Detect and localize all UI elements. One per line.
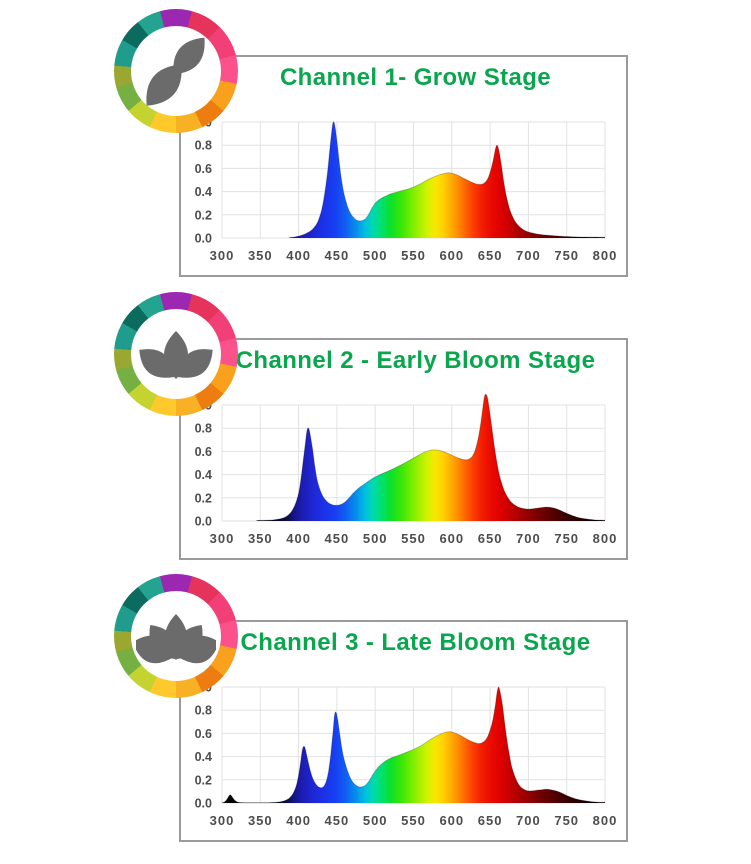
svg-text:400: 400 <box>286 248 311 263</box>
spectrum-plot-3: 300 350 400 450 500 550 600 650 700 750 800 0.0 0.2 0… <box>181 622 626 840</box>
chart-card-channel-2: Channel 2 - Early Bloom Stage 300 350 400 4… <box>179 338 628 560</box>
chart-card-channel-3: Channel 3 - Late Bloom Stage 300 350 400 45… <box>179 620 628 842</box>
svg-text:0.2: 0.2 <box>195 491 212 505</box>
svg-text:0.6: 0.6 <box>195 727 212 741</box>
grow-stage-badge <box>114 9 238 133</box>
svg-text:300: 300 <box>210 531 235 546</box>
svg-text:600: 600 <box>439 248 464 263</box>
svg-text:0.8: 0.8 <box>195 139 212 153</box>
flower-bud-icon <box>139 331 213 379</box>
chart-card-channel-1: Channel 1- Grow Stage 300 350 400 450 500 550… <box>179 55 628 277</box>
svg-text:500: 500 <box>363 813 388 828</box>
svg-text:300: 300 <box>210 248 235 263</box>
svg-text:800: 800 <box>593 248 618 263</box>
svg-text:700: 700 <box>516 813 541 828</box>
svg-text:400: 400 <box>286 531 311 546</box>
svg-text:0.0: 0.0 <box>195 797 212 811</box>
svg-text:450: 450 <box>325 248 350 263</box>
svg-text:0.4: 0.4 <box>195 750 212 764</box>
svg-text:450: 450 <box>325 531 350 546</box>
chart-title-channel-2: Channel 2 - Early Bloom Stage <box>235 347 596 374</box>
chart-title-channel-3: Channel 3 - Late Bloom Stage <box>240 629 591 656</box>
svg-text:750: 750 <box>554 531 579 546</box>
svg-text:600: 600 <box>439 813 464 828</box>
svg-text:550: 550 <box>401 531 426 546</box>
svg-text:0.4: 0.4 <box>195 468 212 482</box>
svg-text:650: 650 <box>478 531 503 546</box>
svg-text:700: 700 <box>516 248 541 263</box>
svg-text:0.8: 0.8 <box>195 704 212 718</box>
svg-text:750: 750 <box>554 813 579 828</box>
svg-text:650: 650 <box>478 813 503 828</box>
svg-text:0.6: 0.6 <box>195 445 212 459</box>
svg-text:0.4: 0.4 <box>195 185 212 199</box>
spectrum-plot-2: 300 350 400 450 500 550 600 650 700 750 800 0.0 0.2 0… <box>181 340 626 558</box>
svg-text:350: 350 <box>248 248 273 263</box>
svg-text:750: 750 <box>554 248 579 263</box>
svg-text:0.6: 0.6 <box>195 162 212 176</box>
svg-text:400: 400 <box>286 813 311 828</box>
spectrum-plot-1: 300 350 400 450 500 550 600 650 700 750 800 0.0 0.2 0… <box>181 57 626 275</box>
early-bloom-badge <box>114 292 238 416</box>
lotus-flower-icon <box>136 614 216 664</box>
seedling-leaves-icon <box>146 37 205 106</box>
svg-text:550: 550 <box>401 248 426 263</box>
svg-text:650: 650 <box>478 248 503 263</box>
svg-text:0.8: 0.8 <box>195 422 212 436</box>
svg-text:700: 700 <box>516 531 541 546</box>
late-bloom-badge <box>114 574 238 698</box>
svg-text:0.0: 0.0 <box>195 515 212 529</box>
svg-text:800: 800 <box>593 531 618 546</box>
svg-text:800: 800 <box>593 813 618 828</box>
svg-text:350: 350 <box>248 813 273 828</box>
svg-text:0.0: 0.0 <box>195 232 212 246</box>
svg-text:0.2: 0.2 <box>195 208 212 222</box>
svg-text:600: 600 <box>439 531 464 546</box>
svg-text:350: 350 <box>248 531 273 546</box>
svg-text:0.2: 0.2 <box>195 773 212 787</box>
svg-text:500: 500 <box>363 248 388 263</box>
chart-title-channel-1: Channel 1- Grow Stage <box>279 64 552 91</box>
svg-text:550: 550 <box>401 813 426 828</box>
svg-text:450: 450 <box>325 813 350 828</box>
svg-text:500: 500 <box>363 531 388 546</box>
svg-text:300: 300 <box>210 813 235 828</box>
